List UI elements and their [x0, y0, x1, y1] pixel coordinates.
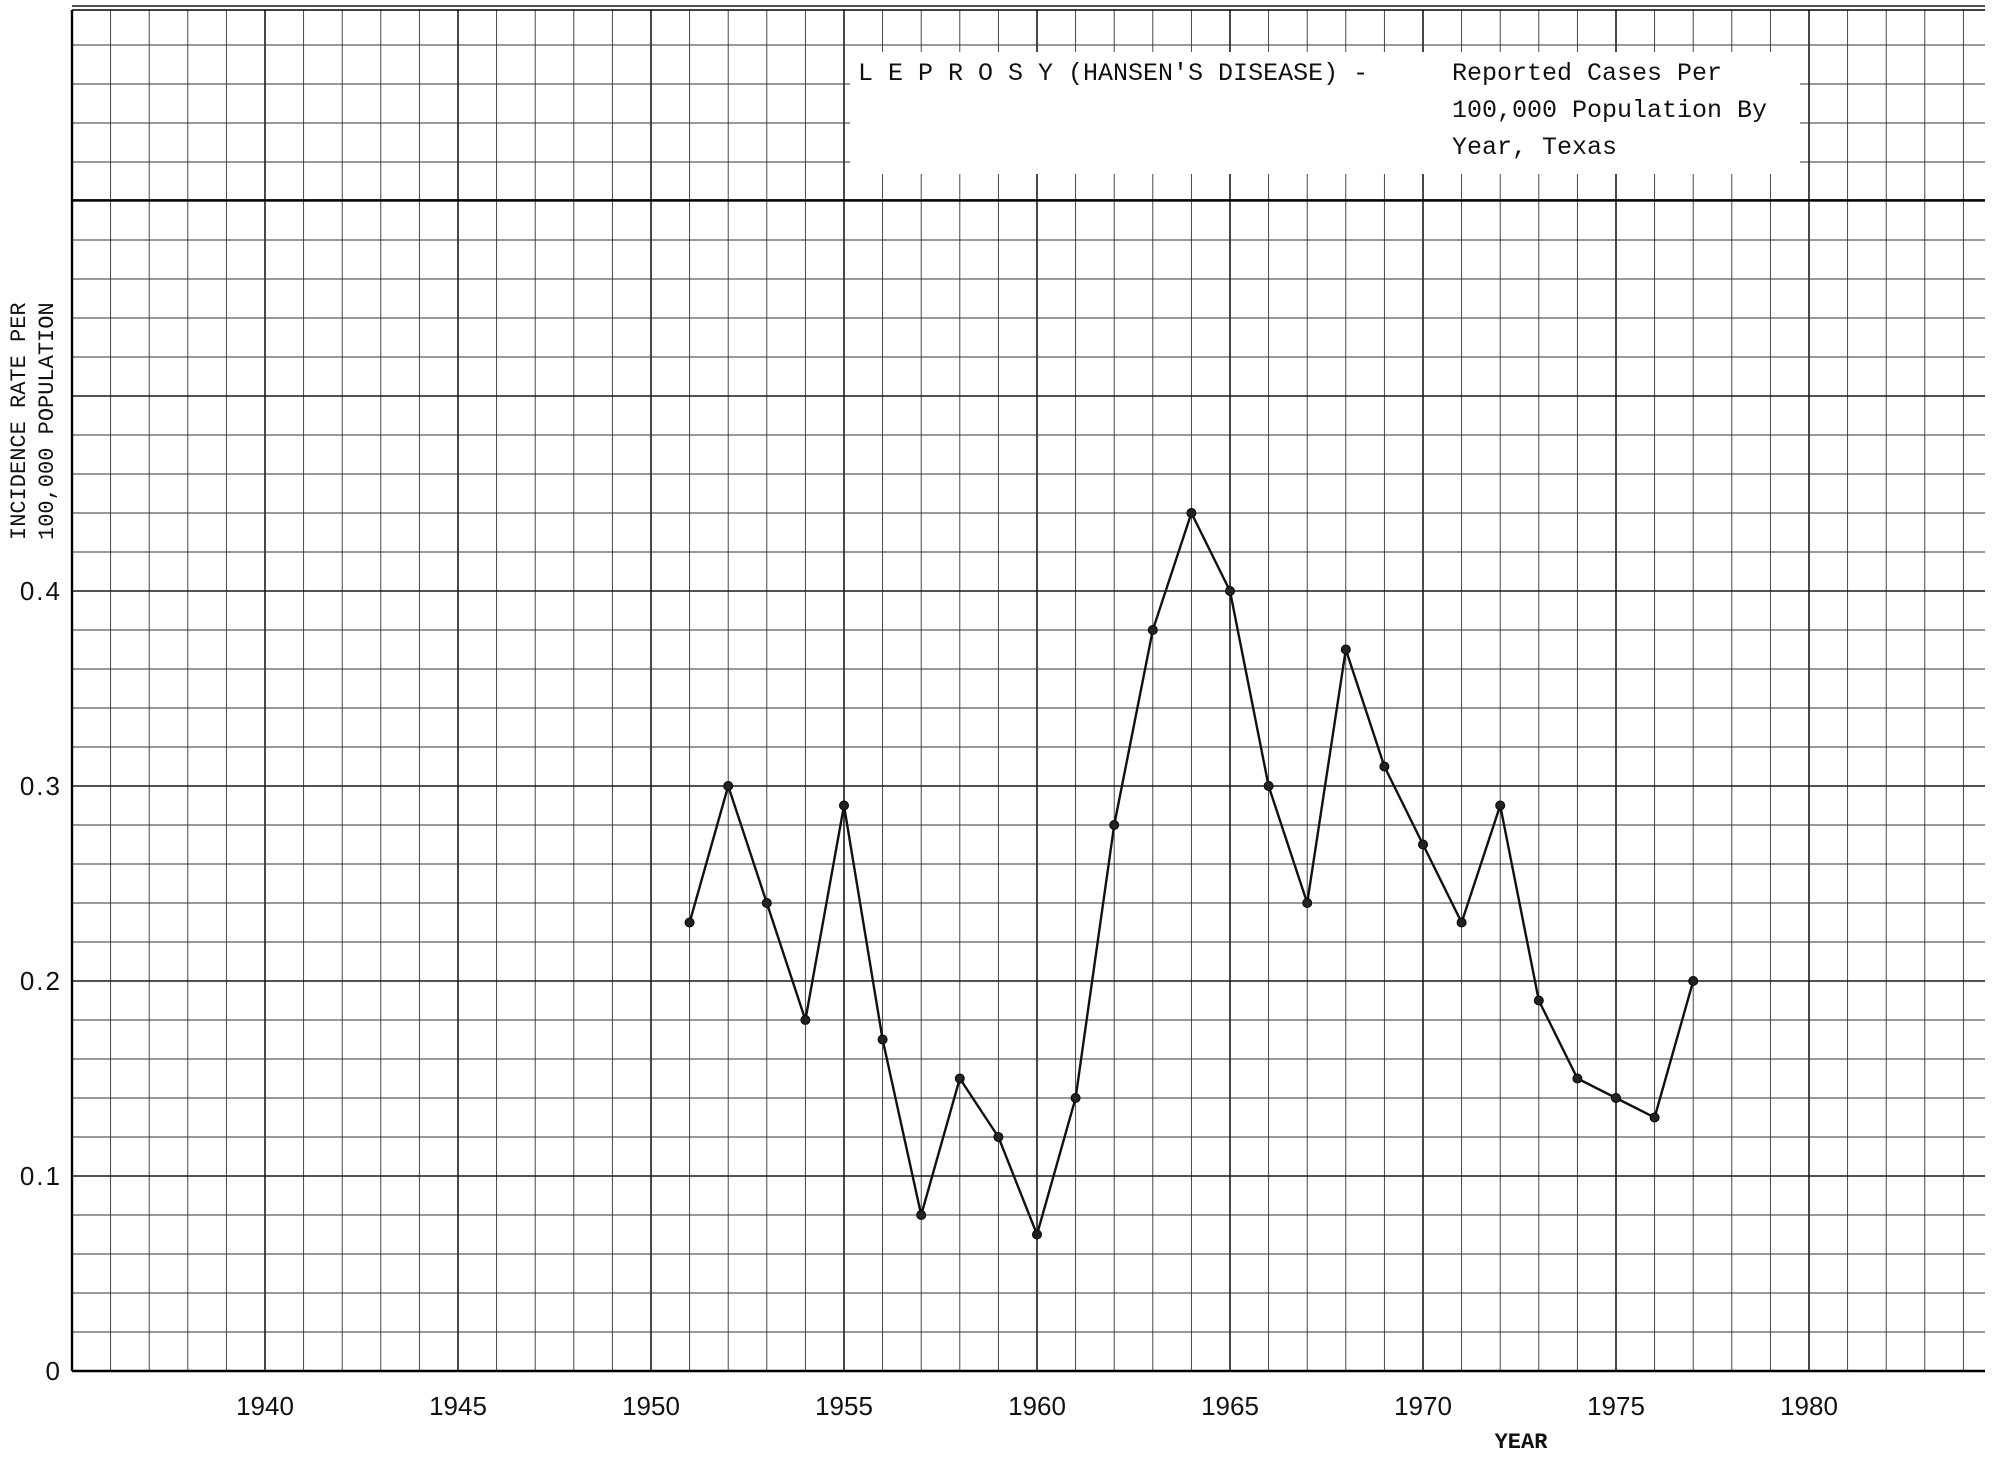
x-axis-label: YEAR — [1495, 1430, 1549, 1455]
data-point — [1379, 761, 1390, 772]
x-tick-label: 1970 — [1394, 1391, 1452, 1421]
y-tick-label: 0.4 — [20, 576, 62, 606]
y-tick-label: 0.1 — [20, 1161, 62, 1191]
data-point — [1109, 820, 1120, 830]
data-point — [1572, 1073, 1583, 1084]
data-point — [1495, 800, 1506, 811]
data-point — [1263, 781, 1274, 791]
chart-subtitle-line-2: 100,000 Population By — [1452, 96, 1767, 125]
data-point — [1147, 625, 1158, 635]
data-point — [1688, 976, 1699, 986]
data-point — [1302, 898, 1313, 908]
data-point — [1070, 1093, 1081, 1103]
data-point — [1611, 1093, 1621, 1103]
x-tick-label: 1955 — [815, 1391, 873, 1421]
data-point — [684, 917, 695, 928]
x-tick-labels: 1940 1945 1950 1955 1960 1965 1970 1975 1980 — [236, 1391, 1838, 1421]
data-point — [1186, 508, 1197, 518]
y-tick-labels: 0 0.1 0.2 0.3 0.4 — [20, 576, 62, 1386]
chart-subtitle-line-1: Reported Cases Per — [1452, 59, 1722, 88]
data-point — [1533, 995, 1544, 1006]
y-axis-label-line-1: INCIDENCE RATE PER — [7, 302, 32, 540]
x-tick-label: 1950 — [622, 1391, 680, 1421]
y-axis-label-line-2: 100,000 POPULATION — [35, 302, 60, 540]
y-tick-label: 0 — [46, 1356, 62, 1386]
data-point — [1649, 1112, 1660, 1123]
data-point — [1032, 1229, 1042, 1240]
data-point — [1456, 917, 1467, 928]
title-box-background — [850, 52, 1800, 174]
data-point — [993, 1132, 1004, 1142]
data-point — [916, 1210, 927, 1220]
data-point — [877, 1034, 888, 1045]
x-tick-label: 1975 — [1587, 1391, 1645, 1421]
x-tick-label: 1940 — [236, 1391, 294, 1421]
axes — [70, 9, 1985, 1373]
data-point — [761, 898, 772, 908]
grid — [71, 5, 1985, 1371]
chart-subtitle-line-3: Year, Texas — [1452, 133, 1617, 162]
chart-title: L E P R O S Y (HANSEN'S DISEASE) - — [858, 59, 1368, 88]
x-tick-label: 1960 — [1008, 1391, 1066, 1421]
data-point — [839, 800, 849, 811]
data-point — [723, 781, 734, 791]
data-point — [954, 1073, 965, 1084]
x-tick-label: 1980 — [1780, 1391, 1838, 1421]
x-tick-label: 1965 — [1201, 1391, 1259, 1421]
data-point — [1418, 839, 1428, 850]
y-tick-label: 0.3 — [20, 771, 62, 801]
data-point — [1225, 586, 1235, 596]
data-point — [1340, 644, 1351, 655]
series-leprosy-incidence — [684, 508, 1699, 1240]
data-point — [800, 1015, 811, 1025]
x-tick-label: 1945 — [429, 1391, 487, 1421]
y-tick-label: 0.2 — [20, 966, 62, 996]
